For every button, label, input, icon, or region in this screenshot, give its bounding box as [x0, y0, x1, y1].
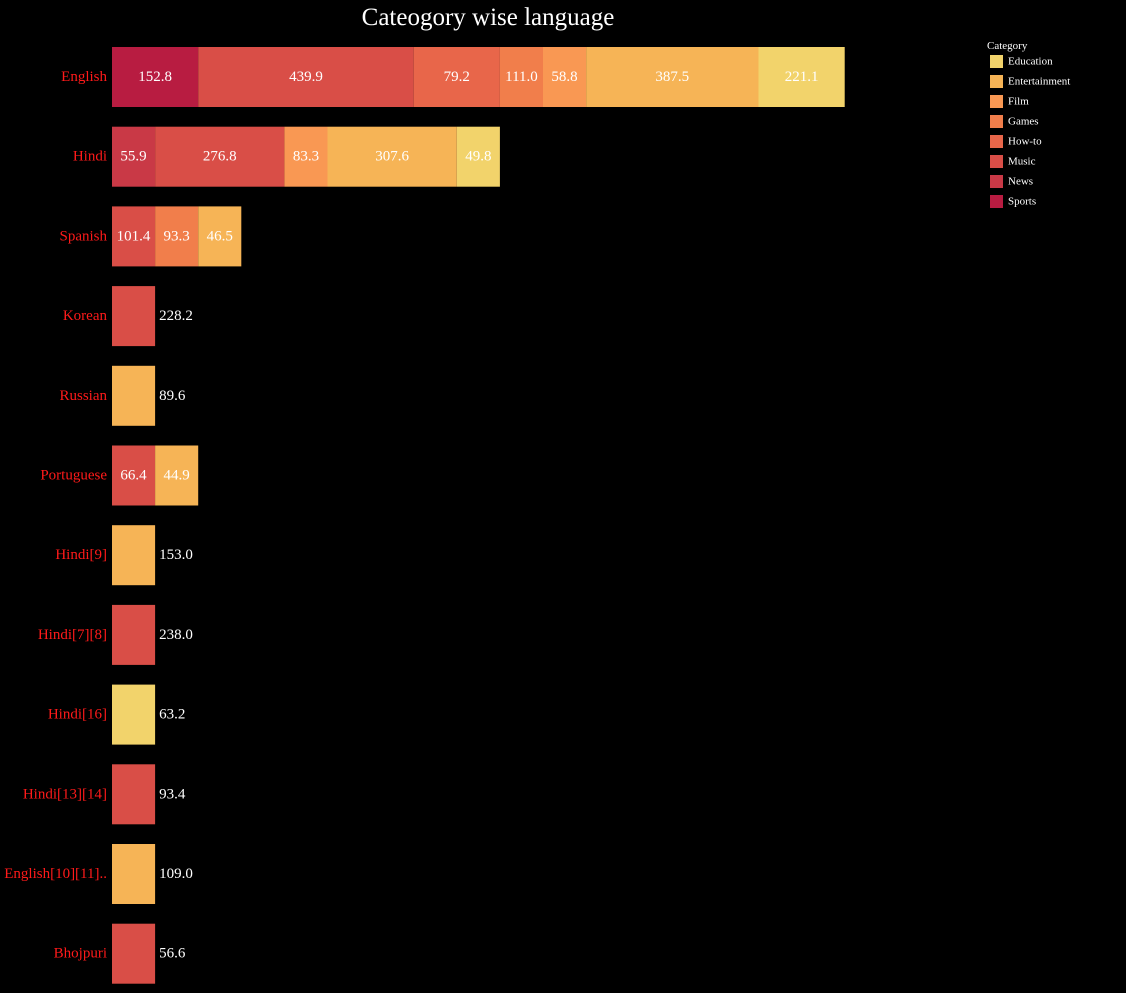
- data-label: 46.5: [207, 228, 233, 244]
- bar-english-sports: [112, 47, 199, 107]
- category-label: Bhojpuri: [54, 946, 107, 962]
- data-label: 44.9: [164, 468, 190, 484]
- data-label: 101.4: [117, 228, 151, 244]
- category-label: Hindi[16]: [48, 707, 107, 723]
- legend-swatch-news: [990, 175, 1003, 188]
- bar-hindi-7-8-music: [112, 604, 156, 665]
- bar-spanish-entertainment: [198, 206, 242, 267]
- data-label: 238.0: [159, 627, 193, 643]
- category-label: Korean: [63, 308, 108, 324]
- legend-label-games: Games: [1008, 116, 1039, 128]
- data-label: 63.2: [159, 707, 185, 723]
- legend-label-music: Music: [1008, 156, 1036, 168]
- data-label: 56.6: [159, 946, 186, 962]
- bar-hindi-16-education: [112, 684, 156, 745]
- category-label: English: [61, 69, 107, 85]
- data-label: 55.9: [120, 149, 146, 165]
- bar-spanish-music: [112, 206, 156, 267]
- bar-hindi-film: [284, 126, 328, 187]
- legend-swatch-sports: [990, 195, 1003, 208]
- data-label: 387.5: [655, 69, 689, 85]
- bar-hindi-news: [112, 126, 156, 187]
- legend-label-education: Education: [1008, 56, 1053, 68]
- data-label: 93.3: [164, 228, 190, 244]
- legend-label-film: Film: [1008, 96, 1029, 108]
- data-label: 89.6: [159, 388, 186, 404]
- legend-swatch-education: [990, 55, 1003, 68]
- bar-portuguese-music: [112, 445, 156, 506]
- bars-layer: [112, 47, 845, 984]
- data-label: 153.0: [159, 547, 193, 563]
- bar-hindi-13-14-music: [112, 764, 156, 825]
- legend-swatch-entertainment: [990, 75, 1003, 88]
- bar-hindi-education: [456, 126, 500, 187]
- bar-hindi-entertainment: [327, 126, 457, 187]
- legend-swatch-how-to: [990, 135, 1003, 148]
- data-label: 93.4: [159, 786, 186, 802]
- legend-swatch-games: [990, 115, 1003, 128]
- data-label: 276.8: [203, 149, 237, 165]
- data-label: 111.0: [505, 69, 538, 85]
- category-label: Portuguese: [40, 468, 107, 484]
- value-labels: 152.8 439.9 79.2 111.0 58.8 387.5 221.1 55.9 276…: [117, 69, 819, 962]
- bar-english-games: [499, 47, 543, 107]
- legend-title: Category: [987, 40, 1028, 52]
- chart-title: Cateogory wise language: [362, 4, 615, 31]
- data-label: 307.6: [375, 149, 409, 165]
- category-label: Hindi[13][14]: [23, 786, 107, 802]
- legend-label-sports: Sports: [1008, 196, 1036, 208]
- data-label: 79.2: [444, 69, 470, 85]
- bar-english-entertainment: [586, 47, 759, 107]
- bar-english-education: [758, 47, 845, 107]
- bar-portuguese-entertainment: [155, 445, 199, 506]
- legend-swatch-music: [990, 155, 1003, 168]
- bar-russian-entertainment: [112, 365, 156, 426]
- category-label: Hindi[9]: [55, 547, 107, 563]
- data-label: 221.1: [785, 69, 819, 85]
- legend: Category Education Entertainment Film Games…: [987, 40, 1070, 208]
- data-label: 58.8: [551, 69, 577, 85]
- data-label: 66.4: [120, 468, 147, 484]
- category-label: Hindi: [73, 149, 107, 165]
- legend-label-how-to: How-to: [1008, 136, 1042, 148]
- category-labels: English Hindi Spanish Korean Russian Portugue…: [4, 69, 107, 962]
- bar-hindi-music: [155, 126, 285, 187]
- bar-korean-music: [112, 286, 156, 347]
- bar-english-film: [543, 47, 587, 107]
- data-label: 152.8: [138, 69, 172, 85]
- data-label: 83.3: [293, 149, 319, 165]
- data-label: 228.2: [159, 308, 193, 324]
- data-label: 109.0: [159, 866, 193, 882]
- category-label: Spanish: [59, 228, 107, 244]
- bar-english-how-to: [413, 47, 500, 107]
- category-label: English[10][11]..: [4, 866, 107, 882]
- legend-label-entertainment: Entertainment: [1008, 76, 1070, 88]
- bar-english-10-11-entertainment: [112, 844, 156, 904]
- legend-items: Education Entertainment Film Games How-to Mus…: [990, 55, 1070, 208]
- bar-bhojpuri-music: [112, 923, 156, 984]
- category-label: Hindi[7][8]: [38, 627, 107, 643]
- bar-spanish-games: [155, 206, 199, 267]
- data-label: 49.8: [465, 149, 491, 165]
- legend-label-news: News: [1008, 176, 1033, 188]
- legend-swatch-film: [990, 95, 1003, 108]
- bar-english-music: [198, 47, 414, 107]
- data-label: 439.9: [289, 69, 323, 85]
- bar-hindi-9-entertainment: [112, 525, 156, 586]
- category-label: Russian: [59, 388, 107, 404]
